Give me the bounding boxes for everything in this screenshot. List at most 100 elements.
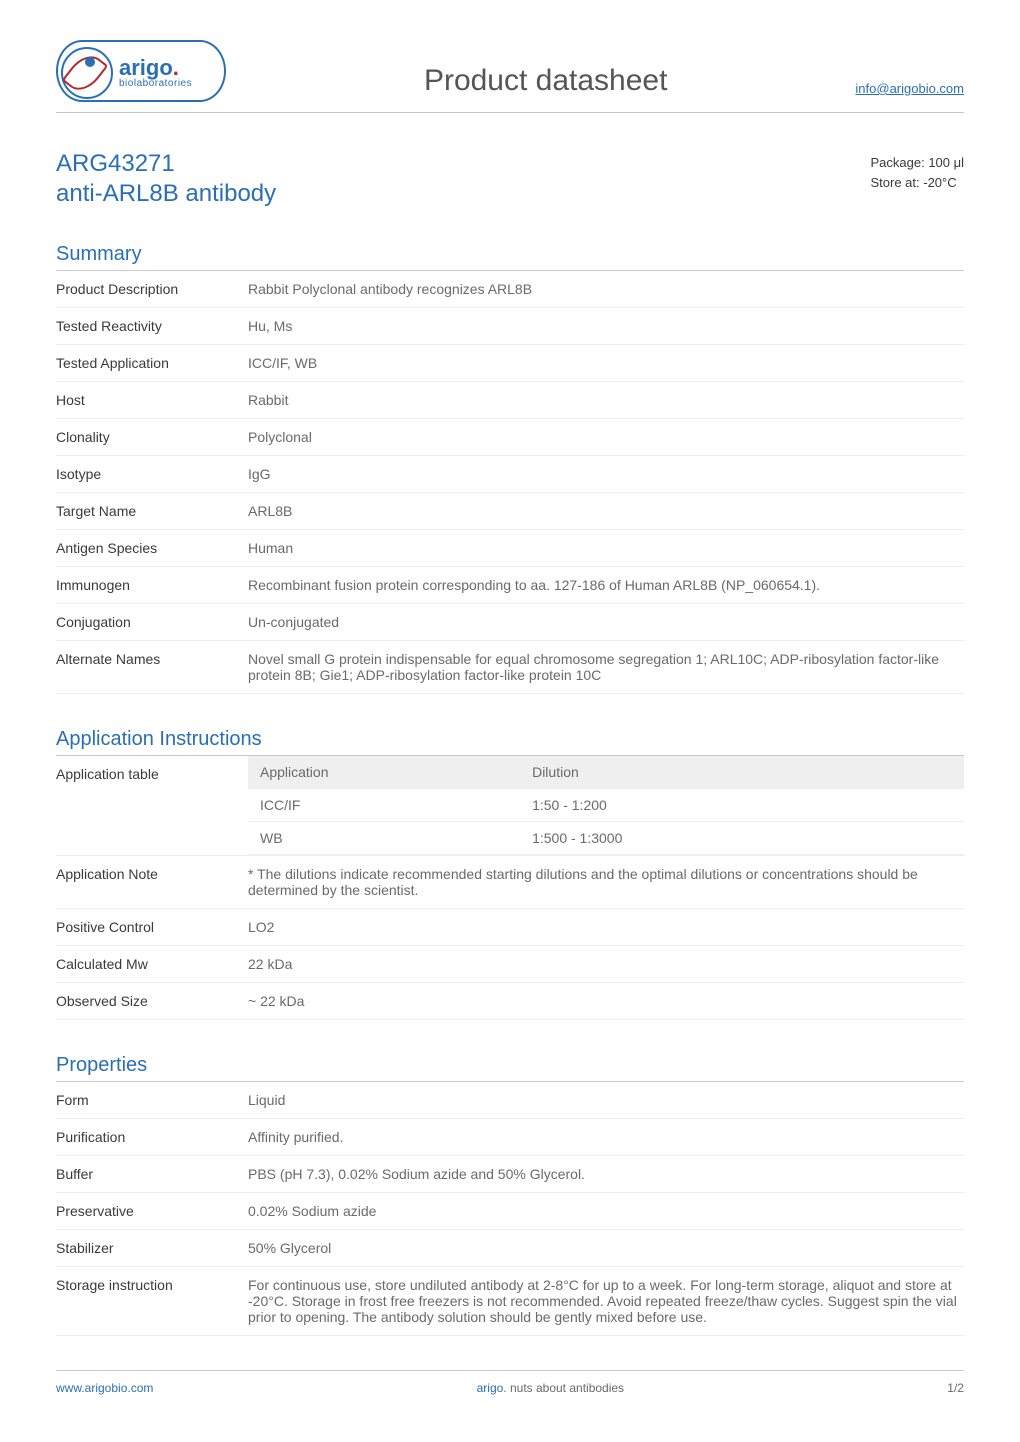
table-row: ConjugationUn-conjugated [56,604,964,641]
row-key: Storage instruction [56,1267,248,1336]
row-value: Un-conjugated [248,604,964,641]
header: arigo. biolaboratories Product datasheet… [56,40,964,113]
table-row: Antigen SpeciesHuman [56,530,964,567]
contact-email-link[interactable]: info@arigobio.com [855,81,964,102]
row-value: Affinity purified. [248,1119,964,1156]
logo-dot-icon [85,57,95,67]
row-key: Isotype [56,456,248,493]
row-value: Rabbit [248,382,964,419]
row-key: Purification [56,1119,248,1156]
footer-tagline-brand: arigo [477,1381,504,1395]
row-value: Recombinant fusion protein corresponding… [248,567,964,604]
app-instructions-table: Application table Application Dilution I… [56,756,964,1020]
app-table-row: Application table Application Dilution I… [56,756,964,856]
app-table-cell: 1:50 - 1:200 [520,789,964,822]
logo-brand-text: arigo [119,55,173,80]
footer: www.arigobio.com arigo. nuts about antib… [56,1370,964,1395]
package-info: Package: 100 μl Store at: -20°C [871,153,965,192]
app-table-cell: 1:500 - 1:3000 [520,822,964,855]
table-row: FormLiquid [56,1082,964,1119]
logo-text: arigo. biolaboratories [119,57,192,89]
row-key: Buffer [56,1156,248,1193]
table-row: Target NameARL8B [56,493,964,530]
logo-graphic: arigo. biolaboratories [56,40,226,102]
app-table-cell: WB [248,822,520,855]
table-row: Application Note* The dilutions indicate… [56,856,964,909]
table-row: PurificationAffinity purified. [56,1119,964,1156]
product-heading: ARG43271 anti-ARL8B antibody [56,149,276,209]
table-row: Calculated Mw22 kDa [56,946,964,983]
product-id: ARG43271 [56,149,276,179]
row-value: ~ 22 kDa [248,983,964,1020]
row-value: 0.02% Sodium azide [248,1193,964,1230]
table-row: ClonalityPolyclonal [56,419,964,456]
row-key: Positive Control [56,909,248,946]
logo-circle-icon [61,47,113,99]
row-key: Application Note [56,856,248,909]
footer-site-link[interactable]: www.arigobio.com [56,1381,153,1395]
row-key: Preservative [56,1193,248,1230]
row-value: 22 kDa [248,946,964,983]
title-block: ARG43271 anti-ARL8B antibody Package: 10… [56,149,964,209]
logo-sub: biolaboratories [119,79,192,89]
row-key: Tested Reactivity [56,308,248,345]
app-table-cell: Application Dilution ICC/IF1:50 - 1:200W… [248,756,964,856]
row-value: Novel small G protein indispensable for … [248,641,964,694]
summary-table: Product DescriptionRabbit Polyclonal ant… [56,271,964,694]
table-row: BufferPBS (pH 7.3), 0.02% Sodium azide a… [56,1156,964,1193]
application-table: Application Dilution ICC/IF1:50 - 1:200W… [248,756,964,855]
footer-page-number: 1/2 [947,1381,964,1395]
row-value: Rabbit Polyclonal antibody recognizes AR… [248,271,964,308]
table-row: Positive ControlLO2 [56,909,964,946]
page-title: Product datasheet [236,64,855,102]
table-row: HostRabbit [56,382,964,419]
table-row: ImmunogenRecombinant fusion protein corr… [56,567,964,604]
package-size: Package: 100 μl [871,153,965,173]
table-row: Storage instructionFor continuous use, s… [56,1267,964,1336]
row-key: Stabilizer [56,1230,248,1267]
row-key: Alternate Names [56,641,248,694]
properties-section: Properties FormLiquidPurificationAffinit… [56,1054,964,1336]
row-value: ICC/IF, WB [248,345,964,382]
table-row: Stabilizer50% Glycerol [56,1230,964,1267]
logo-brand-dot-icon: . [173,55,179,80]
row-value: Hu, Ms [248,308,964,345]
product-name: anti-ARL8B antibody [56,179,276,209]
app-table-data-row: ICC/IF1:50 - 1:200 [248,789,964,822]
row-value: Liquid [248,1082,964,1119]
app-table-label: Application table [56,756,248,856]
footer-tagline: arigo. nuts about antibodies [477,1381,624,1395]
row-value: For continuous use, store undiluted anti… [248,1267,964,1336]
row-key: Host [56,382,248,419]
row-value: IgG [248,456,964,493]
row-value: ARL8B [248,493,964,530]
table-row: Tested ApplicationICC/IF, WB [56,345,964,382]
row-key: Conjugation [56,604,248,641]
row-key: Calculated Mw [56,946,248,983]
storage-temp: Store at: -20°C [871,173,965,193]
app-table-col-dilution: Dilution [520,756,964,789]
row-key: Clonality [56,419,248,456]
row-key: Immunogen [56,567,248,604]
app-instructions-section: Application Instructions Application tab… [56,728,964,1020]
row-value: LO2 [248,909,964,946]
row-key: Form [56,1082,248,1119]
summary-section: Summary Product DescriptionRabbit Polycl… [56,243,964,694]
table-row: Observed Size~ 22 kDa [56,983,964,1020]
row-value: * The dilutions indicate recommended sta… [248,856,964,909]
app-table-header-row: Application Dilution [248,756,964,789]
table-row: Preservative0.02% Sodium azide [56,1193,964,1230]
properties-table: FormLiquidPurificationAffinity purified.… [56,1082,964,1336]
properties-heading: Properties [56,1054,964,1082]
app-table-col-application: Application [248,756,520,789]
row-key: Target Name [56,493,248,530]
row-key: Observed Size [56,983,248,1020]
row-key: Product Description [56,271,248,308]
row-key: Tested Application [56,345,248,382]
summary-heading: Summary [56,243,964,271]
row-value: Polyclonal [248,419,964,456]
app-table-cell: ICC/IF [248,789,520,822]
row-value: 50% Glycerol [248,1230,964,1267]
app-table-data-row: WB1:500 - 1:3000 [248,822,964,855]
table-row: Tested ReactivityHu, Ms [56,308,964,345]
